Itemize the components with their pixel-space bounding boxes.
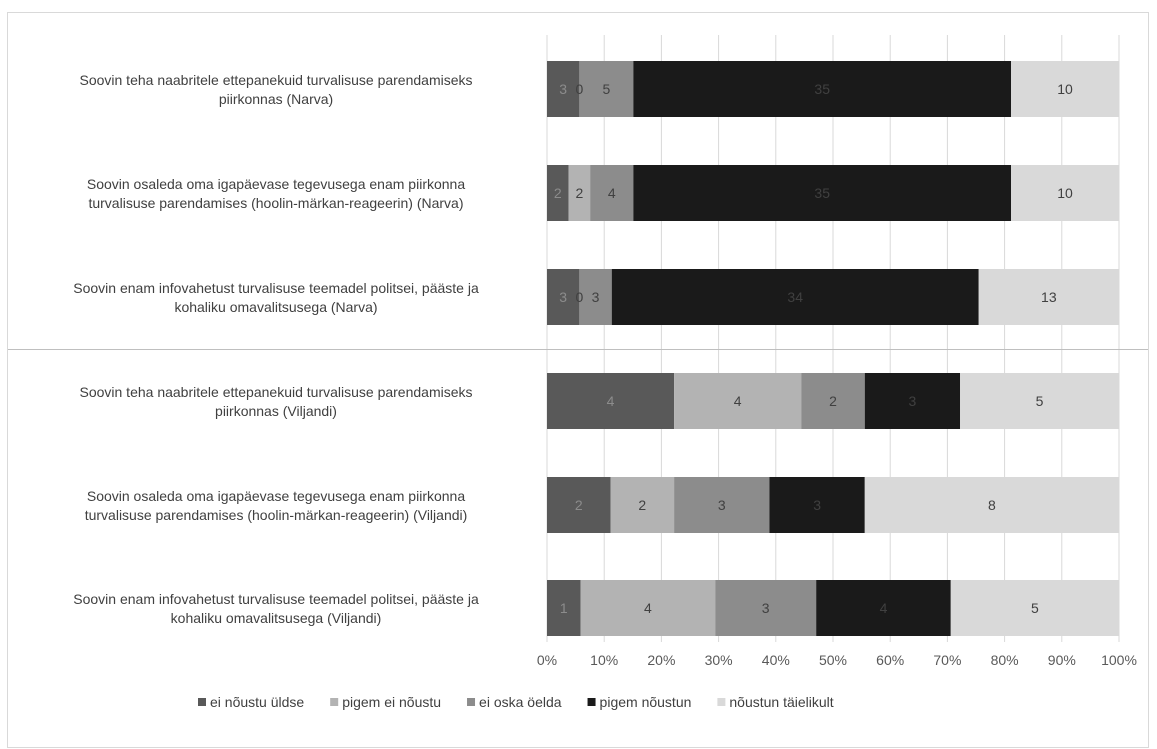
data-label: 4	[608, 185, 616, 201]
legend-item: pigem nõustun	[587, 694, 692, 710]
data-label: 4	[644, 600, 652, 616]
x-tick-label: 30%	[705, 652, 733, 668]
category-label: Soovin osaleda oma igapäevase tegevusega…	[87, 176, 465, 211]
x-tick-label: 70%	[933, 652, 961, 668]
legend-swatch	[198, 698, 206, 706]
bar-segment	[633, 165, 1012, 221]
data-label: 2	[575, 497, 583, 513]
x-tick-label: 80%	[991, 652, 1019, 668]
data-label: 10	[1057, 185, 1073, 201]
bar-segment	[547, 580, 581, 636]
data-label: 3	[592, 289, 600, 305]
bar-segment	[674, 477, 770, 533]
bar-segment	[715, 580, 817, 636]
data-label: 2	[638, 497, 646, 513]
data-label: 5	[1031, 600, 1039, 616]
data-label: 2	[575, 185, 583, 201]
bar-segment	[960, 373, 1119, 429]
bar-segment	[769, 477, 865, 533]
bar-segment	[568, 165, 591, 221]
data-label: 8	[988, 497, 996, 513]
legend-item: ei nõustu üldse	[198, 694, 304, 710]
data-label: 2	[829, 393, 837, 409]
x-tick-label: 20%	[647, 652, 675, 668]
legend-label: pigem ei nõustu	[342, 694, 441, 710]
bar-segment	[611, 269, 979, 325]
x-tick-label: 90%	[1048, 652, 1076, 668]
bar-segment	[610, 477, 675, 533]
data-label: 13	[1041, 289, 1057, 305]
bar-segment	[547, 165, 569, 221]
category-label: Soovin osaleda oma igapäevase tegevusega…	[85, 488, 468, 523]
category-label: Soovin teha naabritele ettepanekuid turv…	[79, 384, 472, 419]
data-label: 0	[575, 289, 583, 305]
data-label: 35	[814, 81, 830, 97]
bar-segment	[950, 580, 1119, 636]
bar-segment	[579, 269, 612, 325]
legend-swatch	[587, 698, 596, 706]
category-label: Soovin enam infovahetust turvalisuse tee…	[73, 591, 479, 626]
bar-segment	[1011, 61, 1119, 117]
data-label: 1	[560, 600, 568, 616]
data-label: 3	[762, 600, 770, 616]
bar-segment	[1011, 165, 1119, 221]
bar-segment	[547, 269, 580, 325]
bars: 3 0 5 35 102 2 4 35 103 0 3 34 134 4 2 3 52 2 3 3 81 4 3 4 5	[547, 61, 1119, 636]
x-tick-label: 40%	[762, 652, 790, 668]
x-axis-tick-labels: 0% 10% 20% 30% 40% 50% 60% 70% 80% 90% 100%	[537, 652, 1137, 668]
bar-segment	[674, 373, 802, 429]
data-label: 34	[787, 289, 803, 305]
bar-segment	[547, 373, 675, 429]
data-label: 0	[575, 81, 583, 97]
bar-segment	[547, 477, 611, 533]
data-label: 2	[554, 185, 562, 201]
data-label: 4	[607, 393, 615, 409]
legend-label: ei oska öelda	[479, 694, 562, 710]
data-label: 3	[813, 497, 821, 513]
x-tick-label: 10%	[590, 652, 618, 668]
bar-segment	[547, 61, 580, 117]
data-label: 5	[1036, 393, 1044, 409]
data-label: 35	[814, 185, 830, 201]
legend-item: ei oska öelda	[467, 694, 562, 710]
x-tick-label: 100%	[1101, 652, 1137, 668]
legend-item: pigem ei nõustu	[330, 694, 441, 710]
data-label: 3	[718, 497, 726, 513]
data-label: 10	[1057, 81, 1073, 97]
x-tick-label: 0%	[537, 652, 557, 668]
category-labels: Soovin teha naabritele ettepanekuid turv…	[73, 72, 479, 626]
bar-segment	[633, 61, 1012, 117]
legend-label: pigem nõustun	[600, 694, 692, 710]
bar-segment	[580, 580, 716, 636]
legend-swatch	[330, 698, 339, 706]
bar-segment	[590, 165, 634, 221]
data-label: 5	[602, 81, 610, 97]
legend-swatch	[467, 698, 476, 706]
legend: ei nõustu üldse pigem ei nõustu ei oska öe…	[198, 694, 834, 710]
bar-segment	[801, 373, 865, 429]
legend-swatch	[717, 698, 726, 706]
bar-segment	[864, 477, 1119, 533]
category-label: Soovin enam infovahetust turvalisuse tee…	[73, 280, 479, 315]
bar-segment	[978, 269, 1119, 325]
legend-label: ei nõustu üldse	[210, 694, 304, 710]
bar-segment	[579, 61, 634, 117]
bar-segment	[816, 580, 951, 636]
data-label: 4	[734, 393, 742, 409]
legend-label: nõustun täielikult	[729, 694, 833, 710]
bar-segment	[864, 373, 961, 429]
legend-item: nõustun täielikult	[717, 694, 834, 710]
x-tick-label: 60%	[876, 652, 904, 668]
chart-frame	[7, 12, 1149, 748]
x-tick-label: 50%	[819, 652, 847, 668]
category-label: Soovin teha naabritele ettepanekuid turv…	[79, 72, 472, 107]
gridlines	[546, 35, 1120, 642]
data-label: 4	[880, 600, 888, 616]
data-label: 3	[559, 81, 567, 97]
data-label: 3	[559, 289, 567, 305]
data-label: 3	[909, 393, 917, 409]
